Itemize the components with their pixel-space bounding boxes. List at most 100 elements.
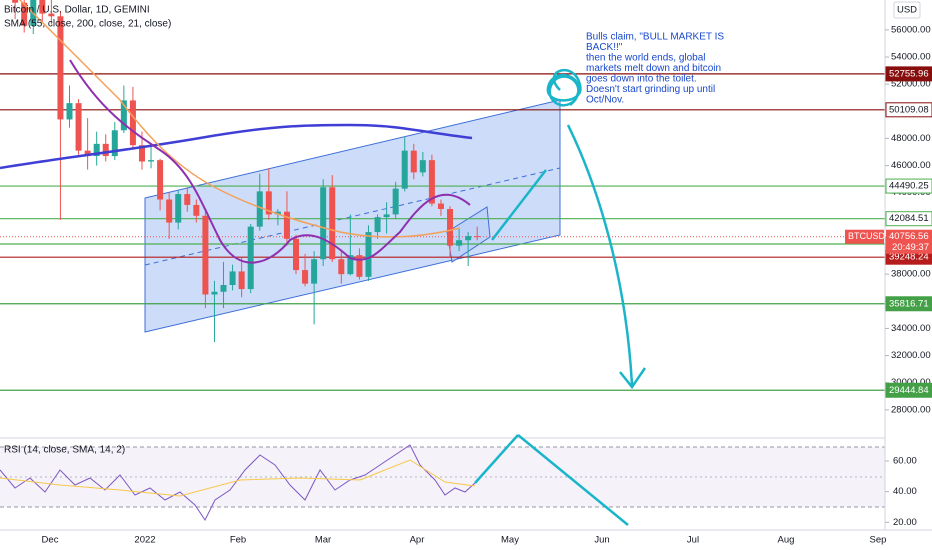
level-label: 50109.08	[889, 104, 929, 115]
candle-body	[202, 215, 209, 295]
candle-body	[410, 150, 417, 173]
symbol-label: BTCUSD	[848, 231, 886, 241]
price-tick-label: 52000.00	[891, 79, 931, 90]
price-tick-label: 34000.00	[891, 323, 931, 334]
candle-body	[365, 232, 372, 277]
candle-body	[138, 145, 145, 162]
currency-box[interactable]	[893, 1, 921, 19]
time-label: Mar	[315, 535, 331, 546]
rsi-band	[0, 447, 885, 507]
annotation-line: Doesn't start grinding up until	[586, 84, 715, 95]
level-tag	[885, 211, 932, 227]
candle-body	[66, 103, 73, 120]
time-label: Sep	[870, 535, 887, 546]
candle-body	[211, 291, 218, 295]
price-tick-label: 46000.00	[891, 160, 931, 171]
candle-body	[465, 236, 472, 241]
candle-body	[338, 259, 345, 275]
time-label: Apr	[410, 535, 425, 546]
candle-body	[437, 203, 444, 209]
annotation-line: goes down into the toilet.	[586, 74, 697, 85]
candle-body	[401, 150, 408, 189]
candle-body	[293, 238, 299, 271]
sma-200	[0, 123, 473, 170]
candle-body	[265, 191, 272, 215]
candle-body	[39, 0, 46, 14]
candle-body	[474, 236, 481, 238]
rsi-tick-label: 40.00	[893, 486, 917, 497]
level-label: 44490.25	[889, 181, 929, 192]
candle-body	[302, 270, 309, 284]
down-arrow	[566, 124, 647, 390]
candle-body	[311, 259, 318, 284]
level-label: 42084.51	[889, 213, 929, 224]
candle-body	[175, 194, 182, 223]
rsi-title: RSI (14, close, SMA, 14, 2)	[4, 445, 125, 456]
candle-body	[456, 240, 463, 246]
rsi-drawing	[474, 434, 629, 526]
candle-body	[120, 100, 127, 131]
candle-body	[374, 217, 381, 233]
chart-title: Bitcoin / U.S. Dollar, 1D, GEMINI	[4, 5, 150, 16]
level-label: 35816.71	[889, 298, 929, 309]
candle-body	[247, 226, 254, 290]
level-tag	[885, 102, 932, 118]
indicator-label: SMA (55, close, 200, close, 21, close)	[4, 19, 171, 30]
candle-body	[392, 188, 399, 215]
candle-body	[166, 199, 173, 223]
candle-body	[428, 160, 435, 204]
sma-55	[18, 0, 461, 238]
candle-body	[220, 285, 227, 292]
candle-body	[129, 100, 136, 146]
time-label: Dec	[42, 535, 59, 546]
time-label: Jun	[594, 535, 609, 546]
candle-body	[111, 130, 118, 157]
annotation-line: Bulls claim, "BULL MARKET IS	[586, 32, 724, 43]
annotation-line: markets melt down and bitcoin	[586, 63, 721, 74]
candle-body	[75, 103, 82, 151]
sma-21	[69, 59, 471, 264]
candle-body	[256, 191, 263, 227]
candle-body	[238, 271, 245, 290]
candle-body	[57, 16, 64, 120]
channel-mid	[144, 167, 561, 266]
candle-body	[84, 150, 91, 157]
candle-body	[419, 160, 426, 173]
price-tick-label: 30000.00	[891, 377, 931, 388]
rsi-tick-label: 60.00	[893, 456, 917, 467]
annotation-line: Oct/Nov.	[586, 95, 624, 106]
candle-body	[93, 143, 100, 157]
scribble	[546, 68, 582, 107]
time-label: May	[501, 535, 519, 546]
candle-body	[447, 209, 454, 246]
up-line	[491, 169, 547, 241]
candle-body	[102, 143, 109, 157]
price-tick-label: 56000.00	[891, 24, 931, 35]
candle-body	[356, 255, 363, 277]
candle-body	[383, 214, 390, 218]
currency: USD	[897, 5, 917, 16]
candle-body	[148, 160, 155, 162]
candle-body	[283, 211, 290, 239]
price-tick-label: 28000.00	[891, 404, 931, 415]
price-tick-label: 48000.00	[891, 133, 931, 144]
current-price: 40756.56	[889, 231, 929, 242]
annotation-line: BACK!!"	[586, 42, 623, 53]
level-label: 52755.96	[889, 68, 929, 79]
candle-body	[184, 194, 191, 205]
time-label: Jul	[687, 535, 699, 546]
candle-body	[12, 0, 19, 3]
rsi-line	[0, 444, 476, 521]
time-label: 2022	[134, 535, 155, 546]
price-tag	[886, 229, 932, 254]
rsi-tick-label: 20.00	[893, 517, 917, 528]
price-tick-label: 38000.00	[891, 269, 931, 280]
countdown: 20:49:37	[892, 242, 929, 253]
candle-body	[229, 271, 236, 285]
level-tag	[885, 382, 932, 398]
level-tag	[885, 66, 932, 82]
candle-body	[320, 187, 327, 260]
rsi-sma	[0, 459, 476, 497]
level-tag	[885, 178, 932, 194]
